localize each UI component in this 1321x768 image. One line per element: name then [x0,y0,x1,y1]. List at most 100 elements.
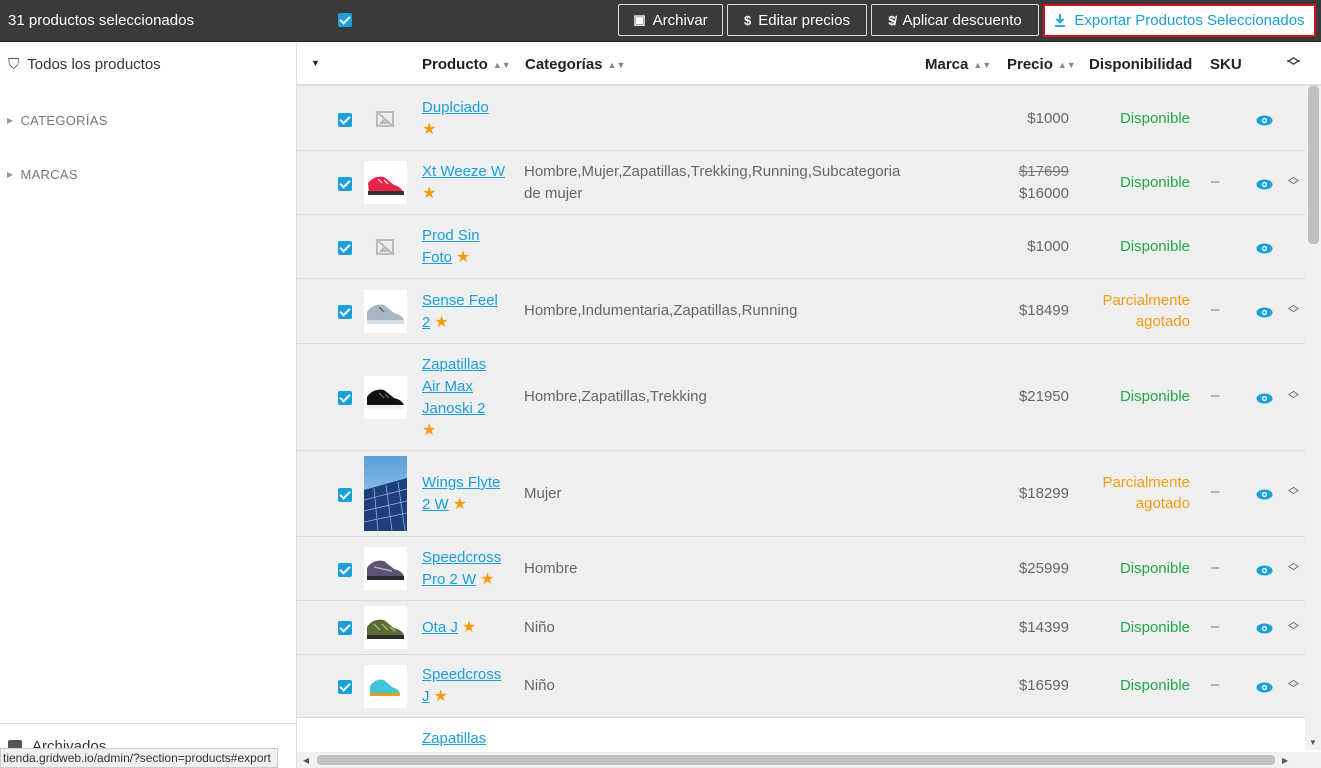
drag-handle-icon[interactable]: ︿ ﹀ [1288,481,1299,502]
eye-icon[interactable] [1256,115,1273,126]
row-checkbox[interactable] [338,177,352,191]
product-price: $18499 [1018,302,1069,319]
product-categories: Niño [524,619,555,636]
product-link[interactable]: Sense Feel 2 ★ [422,290,512,334]
bulk-menu-caret-icon[interactable]: ▼ [311,58,320,68]
table-row[interactable]: Speedcross Pro 2 W ★ Hombre $25999 Disponi… [297,537,1305,601]
table-row[interactable]: Prod Sin Foto ★ $1000 Disponible [297,215,1305,279]
table-row[interactable]: Ota J ★ Niño $14399 Disponible – ︿ ﹀ [297,601,1305,655]
featured-star-icon[interactable]: ★ [422,422,437,439]
product-price: $18299 [1018,485,1069,502]
select-all-checkbox[interactable] [338,13,352,27]
eye-icon[interactable] [1256,565,1273,576]
drag-handle-icon[interactable]: ︿ ﹀ [1288,616,1299,637]
table-row[interactable]: Xt Weeze W ★ Hombre,Mujer,Zapatillas,Trek… [297,151,1305,215]
featured-star-icon[interactable]: ★ [433,688,448,705]
discount-icon: $̸ [888,12,896,28]
row-checkbox[interactable] [338,241,352,255]
product-categories: Hombre,Zapatillas,Trekking [524,388,707,405]
caret-right-icon: ▶ [7,116,14,125]
column-header-brand[interactable]: Marca ▲▼ [925,56,992,73]
caret-right-icon: ▶ [7,170,14,179]
original-price: $17699 [1018,163,1069,180]
drag-handle-icon[interactable]: ︿ ﹀ [1288,385,1299,406]
featured-star-icon[interactable]: ★ [422,121,437,138]
archive-button[interactable]: ▣ Archivar [618,4,723,36]
eye-icon[interactable] [1256,393,1273,404]
product-categories: Hombre,Indumentaria,Zapatillas,Running [524,302,798,319]
row-checkbox[interactable] [338,680,352,694]
product-link[interactable]: Zapatillas [422,730,487,747]
featured-star-icon[interactable]: ★ [480,571,495,588]
row-checkbox[interactable] [338,621,352,635]
apply-discount-button[interactable]: $̸ Aplicar descuento [871,4,1039,36]
product-categories: Hombre [524,560,578,577]
product-categories: Hombre,Mujer,Zapatillas,Trekking,Running… [524,163,901,202]
drag-handle-icon[interactable]: ︿ ﹀ [1288,299,1299,320]
availability-status: Disponible [1119,560,1190,577]
horizontal-scrollbar[interactable]: ◀ ▶ [297,752,1321,768]
product-price: $21950 [1018,388,1069,405]
availability-status: Disponible [1119,110,1190,127]
table-row[interactable]: Zapatillas [297,718,1305,750]
sidebar-item-all-products[interactable]: ⛉ Todos los productos [8,56,161,73]
sidebar-section-brands[interactable]: ▶ MARCAS [7,167,78,182]
eye-icon[interactable] [1256,682,1273,693]
table-row[interactable]: Wings Flyte 2 W ★ Mujer $18299 Parcialment… [297,451,1305,537]
column-header-price[interactable]: Precio ▲▼ [1007,56,1076,73]
availability-status: Parcialmente agotado [1102,474,1190,512]
featured-star-icon[interactable]: ★ [461,619,477,636]
eye-icon[interactable] [1256,179,1273,190]
featured-star-icon[interactable]: ★ [422,185,437,202]
product-link[interactable]: Prod Sin Foto ★ [422,225,512,269]
eye-icon[interactable] [1256,243,1273,254]
selected-count: 31 productos seleccionados [8,12,194,29]
table-row[interactable]: Duplciado ★ $1000 Disponible [297,86,1305,151]
drag-handle-icon[interactable]: ︿ ﹀ [1288,171,1299,192]
export-selected-button[interactable]: Exportar Productos Seleccionados [1043,4,1316,37]
drag-handle-icon[interactable]: ︿ ﹀ [1288,674,1299,695]
product-link[interactable]: Duplciado ★ [422,97,512,141]
horizontal-scrollbar-thumb[interactable] [317,755,1275,765]
column-header-categories[interactable]: Categorías ▲▼ [525,56,626,73]
product-link[interactable]: Speedcross J ★ [422,664,512,708]
row-checkbox[interactable] [338,488,352,502]
edit-prices-button[interactable]: $ Editar precios [727,4,867,36]
table-row[interactable]: Speedcross J ★ Niño $16599 Disponible – ︿ ﹀ [297,655,1305,718]
product-link[interactable]: Ota J ★ [422,617,512,639]
sidebar-section-categories[interactable]: ▶ CATEGORÍAS [7,113,108,128]
sort-icon: ▲▼ [973,59,992,70]
product-thumbnail [364,376,407,419]
featured-star-icon[interactable]: ★ [452,496,468,513]
eye-icon[interactable] [1256,307,1273,318]
product-sku: – [1211,387,1220,404]
featured-star-icon[interactable]: ★ [434,314,449,331]
column-header-availability: Disponibilidad [1089,56,1193,73]
sort-icon: ▲▼ [607,59,626,70]
table-row[interactable]: Zapatillas Air Max Janoski 2 ★ Hombre,Zapat… [297,344,1305,451]
product-link[interactable]: Speedcross Pro 2 W ★ [422,547,512,591]
featured-star-icon[interactable]: ★ [456,249,471,266]
scroll-down-icon[interactable]: ▼ [1309,738,1317,747]
eye-icon[interactable] [1256,623,1273,634]
scroll-left-icon[interactable]: ◀ [303,756,310,765]
row-checkbox[interactable] [338,305,352,319]
row-checkbox[interactable] [338,391,352,405]
sidebar: ⛉ Todos los productos ▶ CATEGORÍAS ▶ MAR… [0,42,297,768]
vertical-scrollbar-thumb[interactable] [1308,86,1319,244]
row-checkbox[interactable] [338,563,352,577]
product-thumbnail [364,456,407,531]
reorder-icon[interactable]: ︿ ﹀ [1287,49,1301,74]
product-link[interactable]: Zapatillas Air Max Janoski 2 ★ [422,354,512,442]
drag-handle-icon[interactable]: ︿ ﹀ [1288,557,1299,578]
product-sku: – [1211,618,1220,635]
product-link[interactable]: Wings Flyte 2 W ★ [422,472,512,516]
row-checkbox[interactable] [338,113,352,127]
vertical-scrollbar[interactable]: ▼ [1305,86,1321,750]
scroll-right-icon[interactable]: ▶ [1282,756,1289,765]
column-header-product[interactable]: Producto ▲▼ [422,56,511,73]
eye-icon[interactable] [1256,489,1273,500]
bulk-action-bar: 31 productos seleccionados ▣ Archivar $ … [0,0,1321,42]
table-row[interactable]: Sense Feel 2 ★ Hombre,Indumentaria,Zapatil… [297,279,1305,344]
product-link[interactable]: Xt Weeze W ★ [422,161,512,205]
